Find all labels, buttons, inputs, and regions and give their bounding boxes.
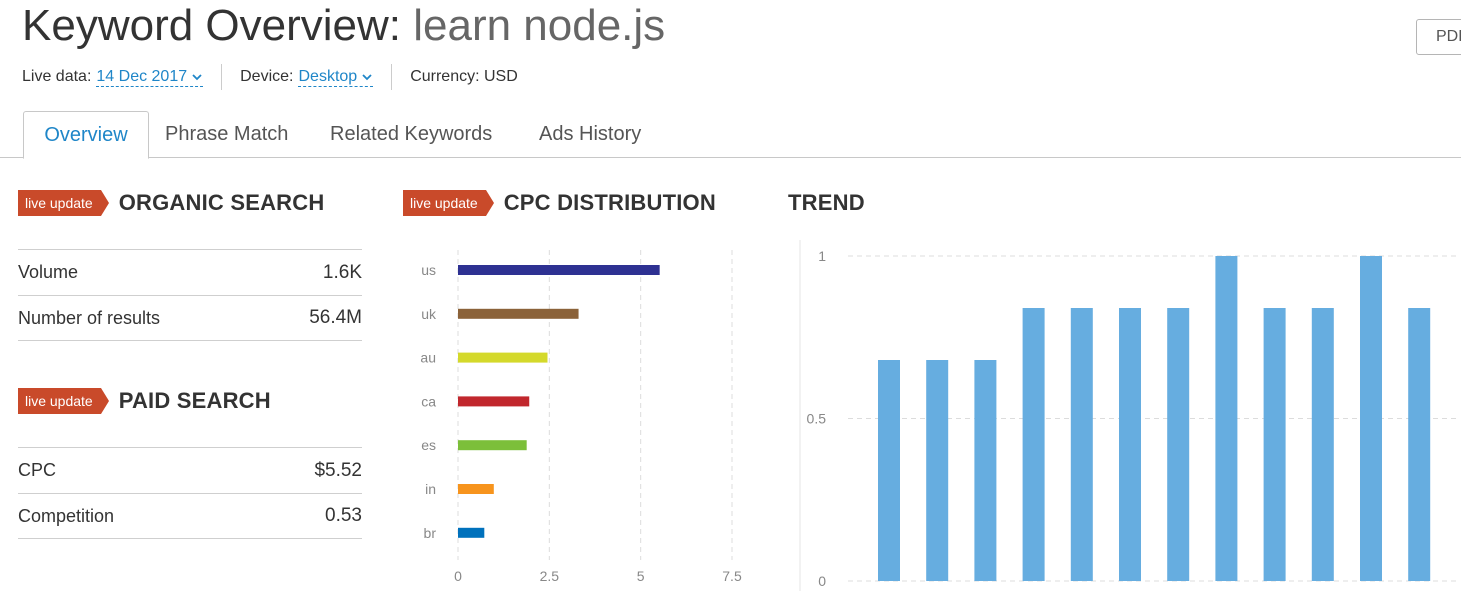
trend-bar xyxy=(926,360,949,581)
tab-bar: Overview Phrase Match Related Keywords A… xyxy=(0,111,1461,159)
metric-row-number-of-results: Number of results 56.4M xyxy=(18,295,362,341)
bar-es xyxy=(458,440,527,451)
bar-ca xyxy=(458,396,530,407)
y-tick-label: 0 xyxy=(818,573,826,589)
device-item: Device: Desktop xyxy=(240,67,374,87)
trend-bar xyxy=(1215,256,1238,581)
metric-row-volume: Volume 1.6K xyxy=(18,249,362,295)
currency-item: Currency: USD xyxy=(410,68,518,86)
paid-search-title: PAID SEARCH xyxy=(118,388,271,413)
pdf-export-button[interactable]: PDF xyxy=(1416,19,1461,55)
metric-row-competition: Competition 0.53 xyxy=(18,493,362,539)
metric-label: Number of results xyxy=(18,307,161,328)
trend-bar xyxy=(1070,308,1093,581)
metric-value: 0.53 xyxy=(325,505,362,526)
meta-divider xyxy=(391,64,393,90)
bar-uk xyxy=(458,308,579,319)
meta-row: Live data: 14 Dec 2017 Device: Desktop C… xyxy=(22,64,518,90)
trend-bar xyxy=(878,360,900,581)
bar-us xyxy=(458,265,660,275)
live-data-item: Live data: 14 Dec 2017 xyxy=(22,67,204,87)
bar-in xyxy=(458,484,494,494)
trend-bar xyxy=(1360,256,1382,581)
category-label-uk: uk xyxy=(421,306,437,322)
tab-ads-history[interactable]: Ads History xyxy=(539,123,642,145)
metric-label: CPC xyxy=(18,460,57,480)
live-update-badge: live update xyxy=(403,190,494,216)
device-label: Device: xyxy=(240,68,294,85)
metric-value: $5.52 xyxy=(314,459,362,481)
metric-value: 1.6K xyxy=(322,261,362,283)
cpc-distribution-chart: 0 2.5 5 7.5 us uk au ca es in br xyxy=(420,250,742,584)
paid-search-table: CPC $5.52 Competition 0.53 xyxy=(18,447,362,539)
organic-search-table: Volume 1.6K Number of results 56.4M xyxy=(18,249,362,341)
live-update-badge: live update xyxy=(18,388,109,414)
metric-value: 56.4M xyxy=(309,307,362,328)
currency-label: Currency: USD xyxy=(410,68,518,85)
category-label-us: us xyxy=(421,262,436,278)
category-label-ca: ca xyxy=(421,393,436,409)
y-tick-label: 1 xyxy=(818,248,826,264)
y-tick-label: 0.5 xyxy=(807,411,827,427)
page-title-keyword: learn node.js xyxy=(413,1,666,50)
trend-bar xyxy=(1263,308,1286,581)
x-tick-label: 7.5 xyxy=(722,568,742,584)
category-label-br: br xyxy=(424,525,437,541)
meta-divider xyxy=(221,64,223,90)
tab-related-keywords[interactable]: Related Keywords xyxy=(330,123,493,145)
trend-bar xyxy=(1022,308,1045,581)
category-label-es: es xyxy=(421,437,436,453)
metric-label: Volume xyxy=(18,262,79,282)
page-title: Keyword Overview: learn node.js xyxy=(22,0,665,52)
trend-bar xyxy=(1408,308,1431,581)
category-label-au: au xyxy=(420,350,436,366)
organic-search-title: ORGANIC SEARCH xyxy=(118,190,325,215)
category-label-in: in xyxy=(425,481,436,497)
bar-br xyxy=(458,527,485,538)
trend-title: TREND xyxy=(788,190,865,215)
chevron-down-icon xyxy=(192,73,202,80)
x-tick-label: 2.5 xyxy=(540,568,560,584)
cpc-distribution-header: live update CPC DISTRIBUTION xyxy=(403,189,716,217)
trend-bar xyxy=(1167,308,1190,581)
trend-bar xyxy=(974,360,997,581)
tab-overview[interactable]: Overview xyxy=(23,111,149,159)
trend-header: TREND xyxy=(788,189,865,217)
metric-label: Competition xyxy=(18,505,115,526)
cpc-distribution-title: CPC DISTRIBUTION xyxy=(503,190,716,215)
organic-search-header: live update ORGANIC SEARCH xyxy=(18,189,324,217)
device-dropdown[interactable]: Desktop xyxy=(298,67,374,87)
device-value: Desktop xyxy=(298,67,358,85)
trend-bar xyxy=(1119,308,1141,581)
bar-au xyxy=(458,352,548,363)
x-tick-label: 0 xyxy=(454,568,462,584)
chevron-down-icon xyxy=(362,73,372,80)
page-title-prefix: Keyword Overview: xyxy=(22,1,414,50)
metric-row-cpc: CPC $5.52 xyxy=(18,447,362,493)
trend-chart: 00.51 xyxy=(799,240,1458,591)
live-data-value: 14 Dec 2017 xyxy=(96,67,188,85)
tab-phrase-match[interactable]: Phrase Match xyxy=(165,123,289,145)
live-update-badge: live update xyxy=(18,190,109,216)
live-data-label: Live data: xyxy=(22,68,92,85)
x-tick-label: 5 xyxy=(637,568,645,584)
paid-search-header: live update PAID SEARCH xyxy=(18,387,271,415)
trend-bar xyxy=(1311,308,1334,581)
live-data-dropdown[interactable]: 14 Dec 2017 xyxy=(96,67,204,87)
